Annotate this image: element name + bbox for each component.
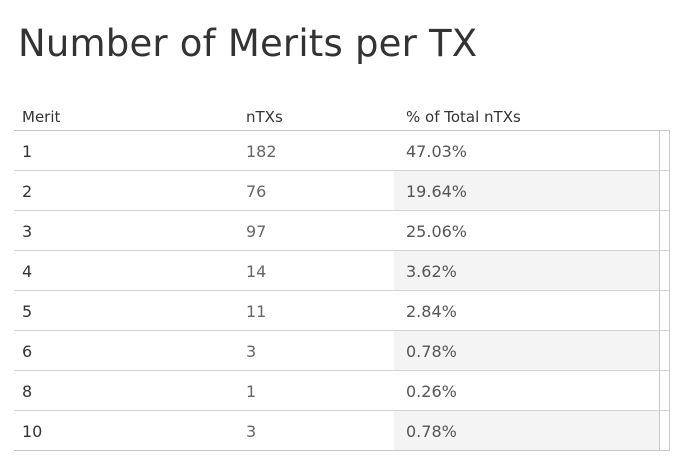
cell-merit: 4 [22,262,33,281]
column-header-ntxs[interactable]: nTXs [246,108,283,126]
row-shade [394,331,659,370]
row-shade [394,131,659,170]
cell-pct: 3.62% [406,262,457,281]
cell-pct: 0.78% [406,342,457,361]
table-row[interactable]: 4 14 3.62% [14,251,670,291]
cell-pct: 25.06% [406,222,468,241]
row-shade [394,411,659,450]
table-row[interactable]: 5 11 2.84% [14,291,670,331]
cell-ntxs: 76 [246,182,267,201]
page-title: Number of Merits per TX [18,22,478,65]
cell-ntxs: 14 [246,262,267,281]
cell-ntxs: 1 [246,382,257,401]
cell-ntxs: 11 [246,302,267,321]
table-header: Merit nTXs % of Total nTXs [14,104,670,130]
cell-merit: 1 [22,142,33,161]
column-header-pct-total[interactable]: % of Total nTXs [406,108,521,126]
row-shade [394,371,659,410]
row-shade [394,251,659,290]
cell-merit: 6 [22,342,33,361]
table-row[interactable]: 2 76 19.64% [14,171,670,211]
row-shade [394,291,659,330]
table-row[interactable]: 3 97 25.06% [14,211,670,251]
table-row[interactable]: 10 3 0.78% [14,411,670,450]
column-header-merit[interactable]: Merit [22,108,61,126]
cell-pct: 19.64% [406,182,468,201]
cell-pct: 0.78% [406,422,457,441]
cell-merit: 3 [22,222,33,241]
cell-ntxs: 3 [246,342,257,361]
row-shade [394,171,659,210]
cell-ntxs: 3 [246,422,257,441]
cell-merit: 8 [22,382,33,401]
cell-pct: 47.03% [406,142,468,161]
row-shade [394,211,659,250]
table-body: 1 182 47.03% 2 76 19.64% 3 97 25.06% 4 1… [14,130,670,451]
cell-ntxs: 182 [246,142,277,161]
cell-pct: 2.84% [406,302,457,321]
cell-merit: 10 [22,422,43,441]
table-row[interactable]: 6 3 0.78% [14,331,670,371]
cell-pct: 0.26% [406,382,457,401]
cell-merit: 5 [22,302,33,321]
merits-table: Merit nTXs % of Total nTXs 1 182 47.03% … [14,104,670,451]
table-row[interactable]: 1 182 47.03% [14,131,670,171]
cell-ntxs: 97 [246,222,267,241]
cell-merit: 2 [22,182,33,201]
table-row[interactable]: 8 1 0.26% [14,371,670,411]
